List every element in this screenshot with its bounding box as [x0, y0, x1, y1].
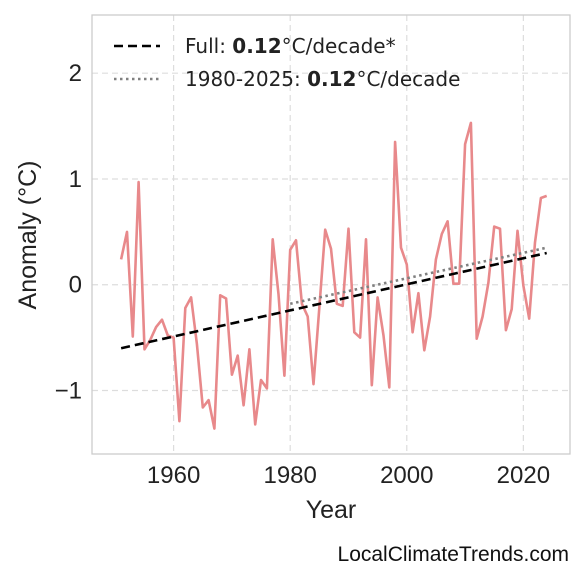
y-tick-label: 1: [69, 166, 82, 193]
y-tick-labels: −1 0 1 2: [55, 60, 82, 404]
recent-trend-line: [289, 246, 547, 306]
trend-layer: [120, 246, 547, 350]
full-trend-line: [120, 251, 547, 350]
x-axis-label: Year: [306, 496, 357, 524]
x-tick-label: 1980: [263, 462, 316, 489]
x-tick-label: 1960: [147, 462, 200, 489]
grid-lines: [92, 15, 570, 454]
series-layer: [119, 121, 548, 430]
y-tick-label: −1: [55, 378, 82, 405]
legend-full-trend-label: Full: 0.12°C/decade*: [185, 34, 396, 58]
legend: Full: 0.12°C/decade* 1980-2025: 0.12°C/d…: [114, 34, 460, 91]
y-axis-label: Anomaly (°C): [14, 161, 42, 310]
y-tick-label: 2: [69, 60, 82, 87]
x-tick-labels: 1960 1980 2000 2020: [147, 462, 550, 489]
anomaly-series-line: [119, 121, 548, 430]
watermark-text: LocalClimateTrends.com: [338, 543, 569, 566]
y-tick-label: 0: [69, 272, 82, 299]
x-tick-label: 2000: [380, 462, 433, 489]
legend-recent-trend-label: 1980-2025: 0.12°C/decade: [185, 67, 460, 91]
plot-frame: [91, 14, 571, 455]
x-tick-label: 2020: [497, 462, 550, 489]
